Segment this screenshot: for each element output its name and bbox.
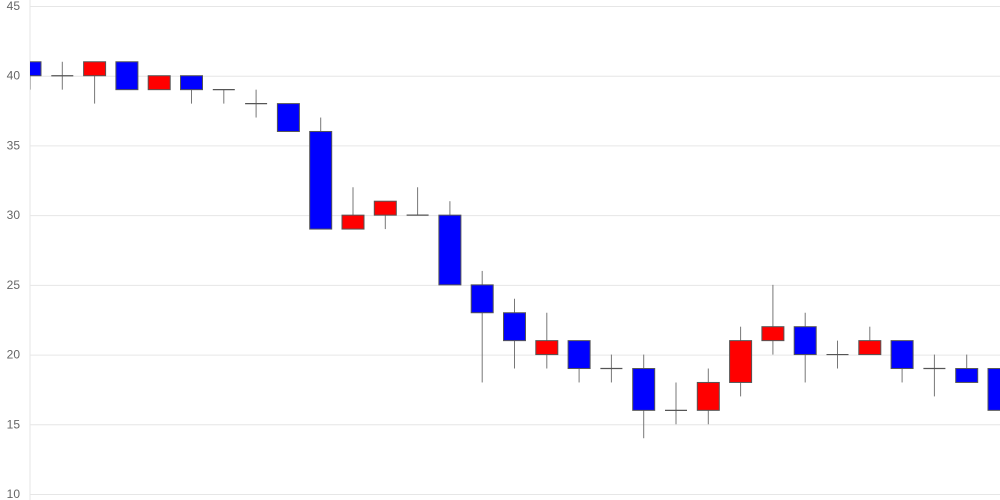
candle-body bbox=[309, 130, 333, 230]
y-tick-label: 15 bbox=[7, 417, 21, 431]
candle bbox=[83, 61, 107, 104]
y-tick-label: 25 bbox=[7, 278, 21, 292]
candle bbox=[309, 117, 333, 230]
candle-body bbox=[858, 340, 882, 356]
candle bbox=[180, 75, 203, 104]
candle bbox=[987, 368, 1000, 411]
candle-body bbox=[729, 340, 753, 383]
candle bbox=[761, 284, 785, 355]
candle bbox=[729, 326, 753, 397]
candle bbox=[276, 103, 300, 132]
candle-body bbox=[987, 368, 1000, 411]
candle-body bbox=[470, 284, 494, 314]
candle bbox=[30, 61, 42, 90]
candle-body bbox=[696, 381, 720, 411]
grid-lines bbox=[29, 0, 1000, 500]
candle-body bbox=[761, 326, 785, 342]
candle bbox=[147, 75, 171, 91]
candle bbox=[470, 270, 494, 383]
candle bbox=[341, 187, 365, 230]
candle-body bbox=[535, 340, 559, 356]
y-tick-label: 20 bbox=[7, 348, 21, 362]
candle-body bbox=[438, 214, 462, 286]
candle bbox=[406, 187, 429, 216]
y-tick-label: 10 bbox=[7, 487, 21, 500]
y-tick-label: 45 bbox=[7, 0, 21, 13]
candles bbox=[30, 61, 1000, 439]
candle-body bbox=[890, 340, 914, 370]
candle-body bbox=[147, 75, 171, 91]
candle bbox=[438, 201, 462, 286]
candle bbox=[826, 340, 849, 369]
candle-body bbox=[373, 200, 397, 216]
candle bbox=[373, 200, 397, 230]
candle bbox=[245, 89, 268, 118]
candle bbox=[600, 354, 623, 383]
candle-body bbox=[503, 312, 526, 342]
candle bbox=[51, 61, 74, 90]
candle-body bbox=[341, 214, 365, 230]
y-axis: 10 15 20 25 30 35 40 45 bbox=[7, 0, 21, 500]
candle bbox=[535, 312, 559, 369]
candle-body bbox=[30, 61, 42, 77]
candle bbox=[503, 298, 526, 369]
candle-body bbox=[793, 326, 817, 356]
candle bbox=[567, 340, 591, 383]
candle bbox=[665, 382, 687, 425]
candle bbox=[858, 326, 882, 356]
candle bbox=[115, 61, 139, 91]
y-tick-label: 30 bbox=[7, 208, 21, 222]
y-tick-label: 40 bbox=[7, 69, 21, 83]
candle bbox=[793, 312, 817, 383]
candle-body bbox=[115, 61, 139, 91]
candle bbox=[212, 89, 235, 104]
candle bbox=[696, 368, 720, 425]
candle-body bbox=[276, 103, 300, 132]
candle bbox=[632, 354, 656, 439]
candle-body bbox=[955, 368, 979, 383]
y-tick-label: 35 bbox=[7, 138, 21, 152]
candle-body bbox=[83, 61, 107, 77]
candle-body bbox=[632, 368, 656, 411]
candle bbox=[890, 340, 914, 383]
candle bbox=[955, 354, 979, 383]
candle-body bbox=[567, 340, 591, 370]
candle-body bbox=[180, 75, 203, 91]
candle bbox=[923, 354, 946, 397]
